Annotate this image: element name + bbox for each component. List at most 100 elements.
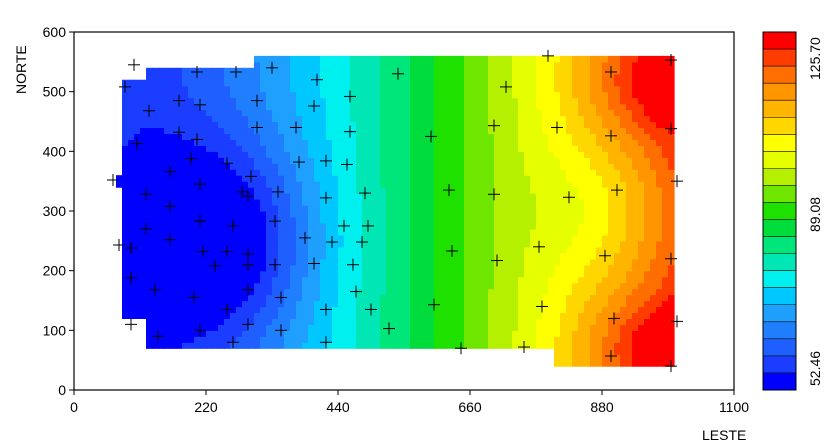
- heatmap-cell: [182, 193, 189, 200]
- heatmap-cell: [158, 109, 165, 117]
- sample-point-marker: [365, 303, 377, 316]
- heatmap-cell: [320, 67, 327, 75]
- heatmap-cell: [266, 276, 273, 284]
- heatmap-cell: [152, 222, 159, 230]
- heatmap-cell: [344, 282, 351, 290]
- heatmap-cell: [446, 199, 453, 206]
- heatmap-cell: [254, 246, 261, 254]
- heatmap-cell: [590, 360, 597, 367]
- heatmap-cell: [512, 330, 519, 337]
- heatmap-cell: [602, 151, 609, 158]
- heatmap-cell: [272, 73, 279, 81]
- heatmap-cell: [260, 199, 267, 206]
- heatmap-cell: [368, 139, 375, 146]
- heatmap-cell: [254, 294, 261, 302]
- sample-point-marker: [197, 245, 209, 258]
- heatmap-cell: [248, 270, 255, 278]
- heatmap-cell: [662, 240, 669, 248]
- heatmap-cell: [338, 312, 345, 319]
- heatmap-cell: [500, 252, 507, 260]
- heatmap-cell: [380, 252, 387, 260]
- heatmap-cell: [212, 306, 219, 314]
- heatmap-cell: [254, 330, 261, 337]
- heatmap-cell: [656, 216, 663, 224]
- heatmap-cell: [236, 139, 243, 146]
- heatmap-cell: [650, 175, 657, 182]
- heatmap-cell: [494, 145, 501, 152]
- heatmap-cell: [584, 121, 591, 129]
- heatmap-cell: [206, 318, 213, 325]
- heatmap-cell: [176, 109, 183, 117]
- heatmap-cell: [524, 342, 531, 349]
- heatmap-cell: [254, 228, 261, 236]
- heatmap-cell: [392, 264, 399, 272]
- heatmap-cell: [380, 169, 387, 176]
- heatmap-cell: [248, 163, 255, 170]
- heatmap-cell: [398, 264, 405, 272]
- heatmap-cell: [392, 67, 399, 75]
- heatmap-cell: [158, 246, 165, 254]
- heatmap-cell: [662, 127, 669, 135]
- heatmap-cell: [602, 324, 609, 331]
- heatmap-cell: [608, 181, 615, 188]
- heatmap-cell: [338, 163, 345, 170]
- heatmap-cell: [380, 240, 387, 248]
- heatmap-cell: [572, 294, 579, 302]
- heatmap-cell: [392, 246, 399, 254]
- heatmap-cell: [560, 115, 567, 123]
- heatmap-cell: [536, 318, 543, 325]
- sample-point-marker: [251, 121, 263, 134]
- heatmap-cell: [488, 216, 495, 224]
- heatmap-cell: [416, 193, 423, 200]
- heatmap-cell: [596, 55, 603, 63]
- heatmap-cell: [374, 73, 381, 81]
- heatmap-cell: [620, 199, 627, 206]
- heatmap-cell: [572, 115, 579, 123]
- sample-point-marker: [446, 244, 458, 257]
- heatmap-cell: [188, 133, 195, 140]
- heatmap-cell: [404, 169, 411, 176]
- heatmap-cell: [620, 318, 627, 325]
- heatmap-cell: [386, 67, 393, 75]
- heatmap-cell: [320, 240, 327, 248]
- heatmap-cell: [158, 300, 165, 308]
- heatmap-cell: [668, 163, 675, 170]
- heatmap-cell: [254, 139, 261, 146]
- heatmap-cell: [506, 85, 513, 93]
- heatmap-cell: [560, 175, 567, 182]
- heatmap-cell: [410, 300, 417, 308]
- heatmap-cell: [152, 252, 159, 260]
- heatmap-cell: [134, 258, 141, 266]
- heatmap-cell: [200, 330, 207, 337]
- heatmap-cell: [386, 205, 393, 212]
- heatmap-cell: [326, 294, 333, 302]
- heatmap-cell: [158, 216, 165, 224]
- heatmap-cell: [620, 264, 627, 272]
- heatmap-cell: [416, 115, 423, 123]
- heatmap-cell: [272, 211, 279, 218]
- heatmap-cell: [314, 157, 321, 164]
- heatmap-cell: [500, 199, 507, 206]
- heatmap-cell: [206, 193, 213, 200]
- heatmap-cell: [608, 312, 615, 319]
- heatmap-cell: [500, 282, 507, 290]
- heatmap-cell: [338, 240, 345, 248]
- heatmap-cell: [590, 103, 597, 111]
- heatmap-cell: [128, 300, 135, 308]
- heatmap-cell: [290, 264, 297, 272]
- heatmap-cell: [542, 318, 549, 325]
- heatmap-cell: [572, 169, 579, 176]
- heatmap-cell: [134, 133, 141, 140]
- heatmap-cell: [584, 199, 591, 206]
- heatmap-cell: [224, 199, 231, 206]
- heatmap-cell: [350, 157, 357, 164]
- heatmap-cell: [530, 97, 537, 105]
- heatmap-cell: [254, 157, 261, 164]
- heatmap-cell: [260, 216, 267, 224]
- heatmap-cell: [638, 115, 645, 123]
- heatmap-cell: [434, 246, 441, 254]
- heatmap-cell: [584, 240, 591, 248]
- heatmap-cell: [332, 109, 339, 117]
- heatmap-cell: [566, 306, 573, 314]
- heatmap-cell: [656, 67, 663, 75]
